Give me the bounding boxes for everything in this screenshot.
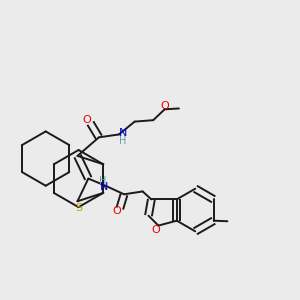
Text: O: O (82, 115, 91, 125)
Text: O: O (151, 225, 160, 235)
Text: O: O (112, 206, 121, 216)
Text: H: H (99, 176, 106, 186)
Text: N: N (119, 128, 127, 138)
Text: O: O (160, 101, 169, 111)
Text: S: S (75, 203, 82, 213)
Text: N: N (100, 182, 108, 192)
Text: H: H (119, 136, 127, 146)
